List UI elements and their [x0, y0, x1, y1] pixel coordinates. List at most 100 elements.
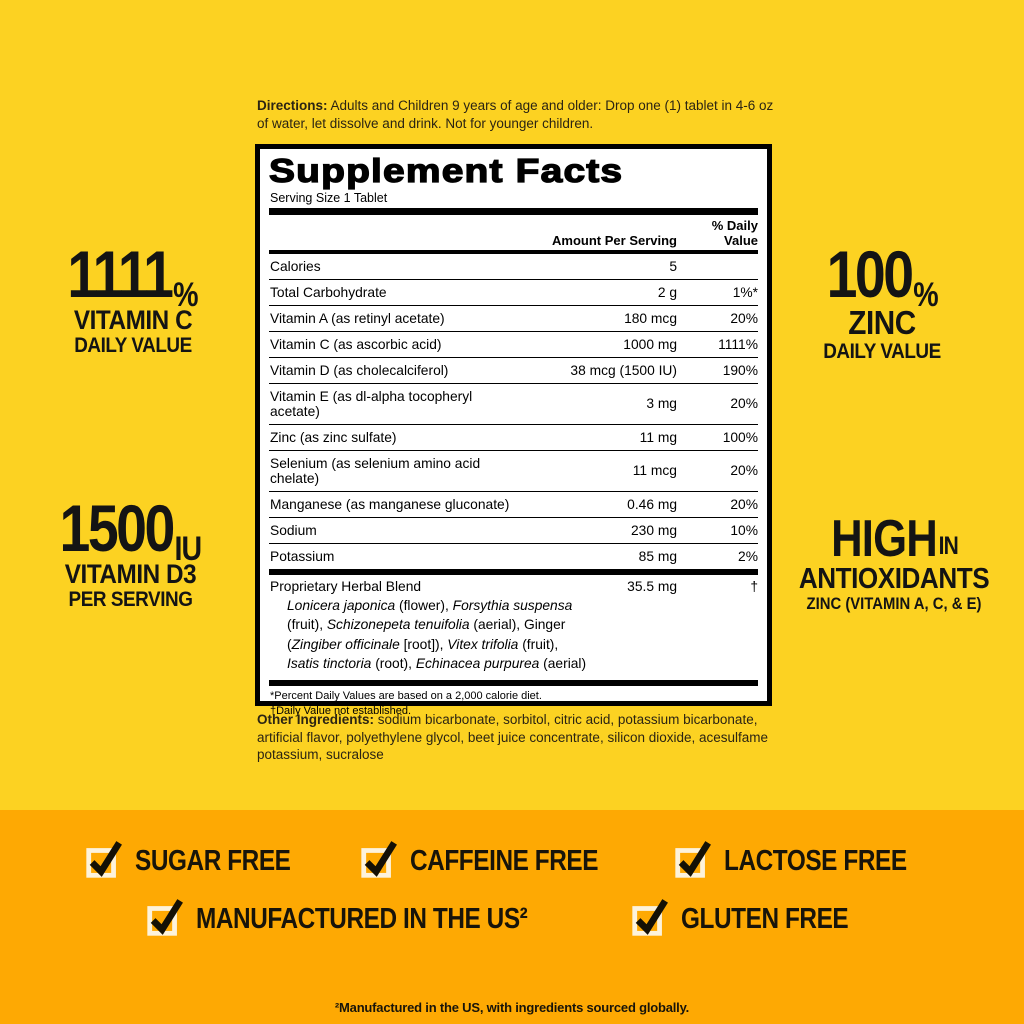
herbal-blend-row: Proprietary Herbal Blend 35.5 mg †	[270, 579, 758, 594]
nutrient-rows: Calories 5 Total Carbohydrate 2 g 1%* Vitamin…	[269, 254, 758, 569]
divider-thick	[269, 207, 758, 215]
botanical-name: Lonicera japonica	[287, 597, 396, 613]
nutrient-daily-value: 20%	[730, 463, 758, 479]
directions-body: Adults and Children 9 years of age and o…	[257, 98, 774, 131]
nutrient-row: Total Carbohydrate 2 g 1%*	[269, 278, 758, 305]
botanical-name: Echinacea purpurea	[415, 656, 540, 672]
table-header-row: Amount Per Serving % Daily Value	[269, 215, 758, 250]
nutrient-name: Calories	[270, 258, 321, 274]
nutrient-daily-value: 2%	[738, 548, 758, 564]
herbal-blend-description-line: Lonicera japonica (flower), Forsythia su…	[287, 596, 758, 616]
plant-part: (root),	[371, 656, 416, 672]
nutrient-amount: 38 mcg (1500 IU)	[570, 362, 677, 378]
herbal-blend-amount: 35.5 mg	[627, 578, 677, 594]
plant-part: (	[287, 636, 292, 652]
callout-number: 1500	[59, 491, 176, 565]
nutrient-daily-value: 20%	[730, 496, 758, 512]
directions-label: Directions:	[257, 98, 328, 113]
claims-row-1: SUGAR FREE CAFFEINE FREE LACTOSE FREE	[83, 840, 941, 882]
botanical-name: Zingiber officinale	[291, 636, 400, 652]
other-ingredients-label: Other Ingredients:	[257, 712, 375, 727]
plant-part: (fruit),	[518, 636, 559, 652]
callout-word-small: IN	[938, 532, 958, 560]
herbal-blend-description: Lonicera japonica (flower), Forsythia su…	[287, 596, 758, 674]
other-ingredients-body: sodium bicarbonate, sorbitol, citric aci…	[257, 712, 769, 763]
nutrient-row: Vitamin D (as cholecalciferol) 38 mcg (15…	[269, 356, 758, 383]
checkbox-checkmark-icon	[361, 841, 397, 878]
plant-part: (fruit),	[287, 617, 327, 633]
claims-container: SUGAR FREE CAFFEINE FREE LACTOSE FREE MANU…	[0, 810, 1024, 940]
callout-zinc-line2: DAILY VALUE	[823, 340, 941, 364]
callout-unit: %	[173, 276, 199, 314]
nutrient-name: Vitamin E (as dl-alpha tocopheryl acetat…	[270, 388, 473, 419]
callout-word: HIGH	[830, 510, 938, 568]
serving-size: Serving Size 1 Tablet	[270, 190, 388, 205]
botanical-name: Isatis tinctoria	[287, 656, 372, 672]
callout-vitamin-d3: 1500IU VITAMIN D3 PER SERVING	[18, 495, 243, 612]
nutrient-daily-value: 10%	[730, 522, 758, 538]
plant-part: (aerial), Ginger	[469, 617, 566, 633]
nutrient-row: Vitamin A (as retinyl acetate) 180 mcg 20%	[269, 304, 758, 331]
nutrient-name: Total Carbohydrate	[270, 284, 387, 300]
callout-zinc-value: 100%	[826, 241, 938, 312]
herbal-blend-section: Proprietary Herbal Blend 35.5 mg † Lonic…	[269, 575, 758, 680]
checkbox-checkmark-icon	[147, 899, 184, 936]
claim-label: MANUFACTURED IN THE US²	[196, 902, 528, 935]
plant-part: (aerial)	[539, 656, 587, 672]
other-ingredients-text: Other Ingredients: sodium bicarbonate, s…	[257, 711, 785, 764]
claim-label: SUGAR FREE	[134, 844, 291, 877]
panel-footnotes: *Percent Daily Values are based on a 2,0…	[269, 686, 758, 719]
nutrient-row: Vitamin C (as ascorbic acid) 1000 mg 1111%	[269, 330, 758, 357]
header-daily-value: % Daily Value	[711, 217, 758, 248]
nutrient-daily-value: 20%	[730, 310, 758, 326]
nutrient-amount: 0.46 mg	[627, 496, 677, 512]
claim-label: CAFFEINE FREE	[409, 844, 599, 877]
plant-part: (flower),	[395, 597, 453, 613]
herbal-blend-description-line: (fruit), Schizonepeta tenuifolia (aerial…	[287, 615, 758, 635]
callout-zinc: 100% ZINC DAILY VALUE	[792, 241, 972, 364]
nutrient-row: Manganese (as manganese gluconate) 0.46 m…	[269, 490, 758, 517]
callout-zinc-line1: ZINC	[848, 303, 916, 341]
claim-badge-caffeine-free: CAFFEINE FREE	[358, 840, 634, 882]
checkbox-checkmark-icon	[86, 841, 122, 878]
callout-antioxidants: HIGHIN ANTIOXIDANTS ZINC (VITAMIN A, C, …	[770, 513, 1018, 614]
callout-vitamin-d3-value: 1500IU	[60, 495, 203, 566]
divider-thick	[269, 568, 758, 575]
nutrient-name: Vitamin A (as retinyl acetate)	[270, 310, 445, 326]
checkbox-checkmark-icon	[632, 899, 668, 936]
nutrient-daily-value: 20%	[730, 396, 758, 412]
nutrient-daily-value: 100%	[722, 429, 758, 445]
botanical-name: Vitex trifolia	[447, 636, 519, 652]
nutrient-row: Zinc (as zinc sulfate) 11 mg 100%	[269, 423, 758, 450]
claims-band: SUGAR FREE CAFFEINE FREE LACTOSE FREE MANU…	[0, 810, 1024, 1024]
nutrient-daily-value: 1111%	[718, 336, 758, 352]
panel-title: Supplement Facts	[268, 152, 624, 189]
herbal-blend-description-line: (Zingiber officinale [root]), Vitex trif…	[287, 635, 758, 655]
claim-badge-sugar-free: SUGAR FREE	[83, 840, 320, 882]
nutrient-name: Manganese (as manganese gluconate)	[270, 496, 510, 512]
divider-thick	[269, 679, 758, 686]
footnote-line: *Percent Daily Values are based on a 2,0…	[270, 689, 542, 702]
nutrient-row: Sodium 230 mg 10%	[269, 516, 758, 543]
nutrient-amount: 3 mg	[646, 396, 677, 412]
callout-antioxidants-value: HIGHIN	[831, 513, 959, 565]
callout-number: 1111	[67, 237, 175, 311]
plant-part: [root]),	[399, 636, 448, 652]
nutrient-amount: 85 mg	[638, 548, 677, 564]
nutrient-daily-value: 1%*	[732, 284, 758, 300]
nutrient-row: Calories 5	[269, 254, 758, 279]
nutrient-amount: 5	[669, 258, 677, 274]
nutrient-amount: 1000 mg	[623, 336, 677, 352]
callout-vitamin-c-value: 1111%	[68, 241, 199, 312]
callout-vitamin-d3-line1: VITAMIN D3	[64, 558, 197, 589]
nutrient-name: Vitamin C (as ascorbic acid)	[270, 336, 442, 352]
callout-vitamin-c-line2: DAILY VALUE	[74, 334, 192, 358]
callout-vitamin-c: 1111% VITAMIN C DAILY VALUE	[28, 241, 238, 358]
callout-antioxidants-line2: ZINC (VITAMIN A, C, & E)	[806, 594, 982, 613]
herbal-blend-name: Proprietary Herbal Blend	[270, 578, 422, 594]
nutrient-name: Sodium	[270, 522, 317, 538]
callout-unit: IU	[174, 530, 203, 568]
herbal-blend-dv: †	[750, 578, 758, 594]
claims-row-2: MANUFACTURED IN THE US² GLUTEN FREE	[144, 898, 880, 940]
